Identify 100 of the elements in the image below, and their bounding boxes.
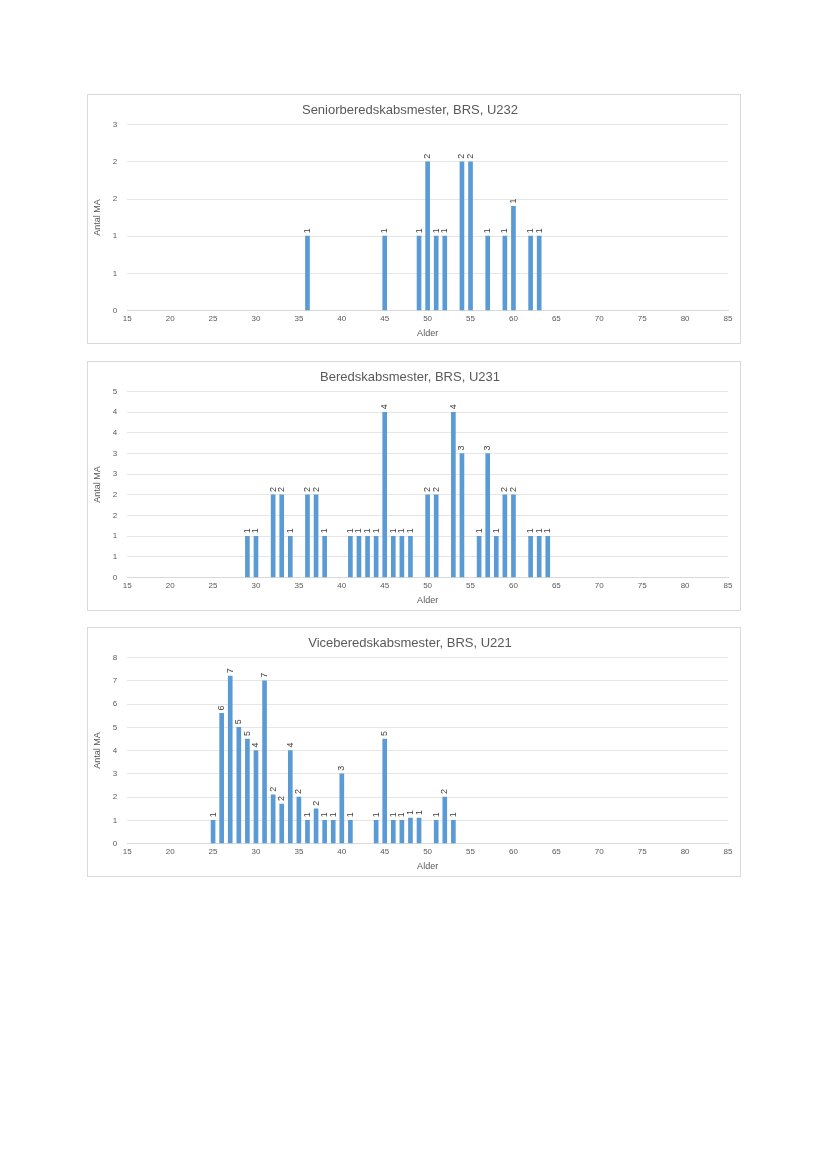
data-label: 5 (379, 730, 390, 736)
bar (348, 535, 353, 578)
data-label: 3 (336, 765, 347, 771)
x-tick-label: 25 (208, 313, 219, 323)
x-tick-label: 60 (508, 313, 519, 323)
data-label: 2 (422, 486, 433, 492)
bar (322, 820, 327, 844)
data-label: 2 (499, 486, 510, 492)
bar (408, 817, 413, 844)
data-label: 1 (507, 198, 518, 204)
data-label: 5 (241, 730, 252, 736)
x-tick-label: 25 (208, 846, 219, 856)
bar (279, 803, 285, 844)
y-tick-label: 1 (112, 531, 118, 541)
data-label: 2 (276, 796, 287, 802)
x-tick-label: 75 (637, 580, 648, 590)
x-tick-label: 70 (594, 313, 605, 323)
y-tick-label: 5 (112, 386, 118, 396)
y-tick-label: 1 (112, 231, 118, 241)
data-label: 1 (404, 528, 415, 534)
bar (433, 235, 439, 311)
data-label: 3 (482, 445, 493, 451)
y-tick-label: 0 (112, 305, 118, 315)
x-tick-label: 35 (294, 580, 304, 590)
bar (468, 161, 473, 311)
y-axis-title: Antal MA (91, 199, 102, 236)
bar (305, 235, 310, 311)
x-tick-label: 65 (551, 313, 562, 323)
bar (511, 494, 516, 578)
y-tick-label: 4 (112, 407, 118, 417)
y-tick-label: 0 (112, 838, 118, 848)
data-label: 1 (327, 812, 338, 818)
data-label: 1 (387, 812, 398, 818)
data-label: 1 (344, 812, 355, 818)
data-label: 6 (216, 705, 227, 711)
data-label: 1 (542, 528, 553, 534)
x-tick-label: 30 (251, 580, 261, 590)
bar (433, 494, 439, 578)
bar (382, 235, 388, 311)
data-label: 1 (370, 528, 381, 534)
x-tick-label: 60 (508, 580, 519, 590)
x-axis-title: Alder (417, 328, 439, 339)
data-label: 1 (284, 528, 295, 534)
bar (382, 411, 388, 578)
y-axis-title: Antal MA (91, 732, 102, 769)
data-label: 2 (310, 800, 321, 806)
x-tick-label: 40 (337, 846, 347, 856)
data-label: 2 (465, 153, 476, 159)
data-label: 2 (507, 486, 518, 492)
data-label: 1 (439, 228, 450, 234)
bar (305, 820, 310, 844)
data-label: 2 (430, 486, 441, 492)
data-label: 1 (370, 812, 381, 818)
bar (219, 713, 224, 844)
data-label: 1 (207, 812, 218, 818)
data-label: 4 (250, 742, 261, 748)
bar (227, 675, 233, 844)
bar (493, 535, 499, 578)
x-tick-label: 40 (337, 580, 347, 590)
y-tick-label: 1 (112, 268, 118, 278)
x-tick-label: 55 (466, 846, 476, 856)
x-tick-label: 35 (294, 846, 304, 856)
data-label: 1 (301, 228, 312, 234)
chart-title: Viceberedskabsmester, BRS, U221 (308, 635, 512, 651)
y-tick-label: 3 (112, 769, 118, 779)
data-label: 2 (456, 153, 467, 159)
x-tick-label: 65 (551, 846, 562, 856)
bar (236, 727, 242, 844)
x-tick-label: 30 (251, 846, 261, 856)
bar (287, 535, 293, 578)
data-label: 1 (525, 528, 536, 534)
bar (528, 535, 533, 578)
y-tick-label: 2 (112, 490, 118, 500)
bar (536, 235, 542, 311)
data-label: 2 (276, 486, 287, 492)
bar (365, 535, 370, 578)
x-tick-label: 45 (380, 846, 390, 856)
bar (528, 235, 533, 311)
data-label: 4 (447, 404, 458, 410)
data-label: 3 (456, 445, 467, 451)
data-label: 4 (284, 742, 295, 748)
bar (348, 820, 353, 844)
bar (442, 235, 448, 311)
y-tick-label: 0 (112, 572, 118, 582)
x-tick-label: 45 (380, 313, 390, 323)
y-tick-label: 6 (112, 699, 118, 709)
bar (545, 535, 551, 578)
y-tick-label: 1 (112, 552, 118, 562)
bar (442, 796, 448, 844)
data-label: 1 (250, 528, 261, 534)
data-label: 2 (422, 153, 433, 159)
bar (485, 453, 491, 578)
bar (245, 535, 250, 578)
x-tick-label: 30 (251, 313, 261, 323)
data-label: 7 (224, 668, 235, 674)
chart-title: Beredskabsmester, BRS, U231 (320, 369, 500, 385)
x-tick-label: 50 (423, 846, 433, 856)
bar (408, 535, 413, 578)
x-tick-label: 65 (551, 580, 562, 590)
x-tick-label: 35 (294, 313, 304, 323)
